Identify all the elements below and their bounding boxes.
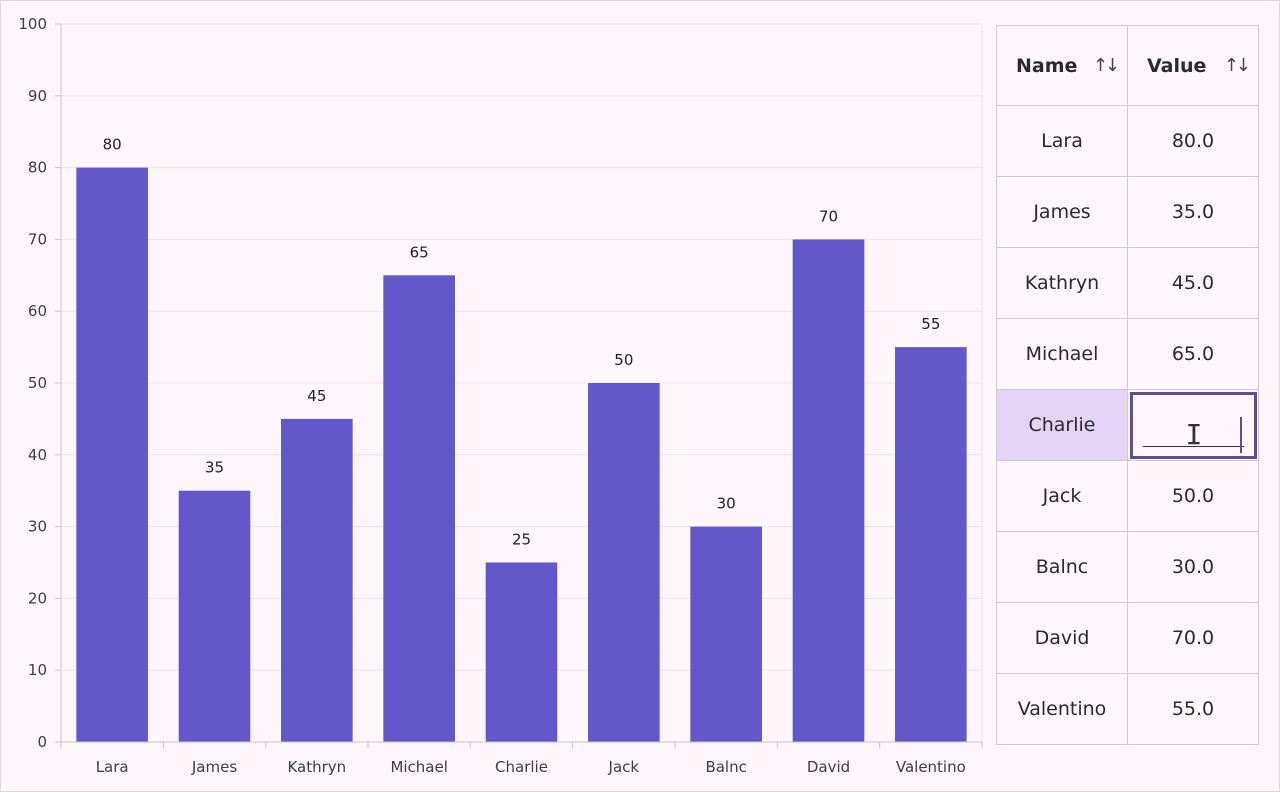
value-edit-input[interactable]: I [1130,392,1257,459]
value-cell[interactable]: 35.0 [1127,176,1259,248]
bar[interactable] [690,526,762,742]
x-tick-label: Michael [390,758,447,776]
x-tick-label: Charlie [495,758,548,776]
data-label: 35 [205,459,224,477]
data-label: 25 [512,531,531,549]
data-label: 55 [921,315,940,333]
x-tick-label: Kathryn [287,758,346,776]
x-tick-label: James [191,758,237,776]
name-cell[interactable]: Balnc [996,531,1128,603]
value-cell[interactable]: 70.0 [1127,602,1259,674]
data-label: 50 [614,351,633,369]
table-row[interactable]: James 35.0 [996,176,1259,248]
x-tick-label: Balnc [705,758,746,776]
value-cell[interactable]: 50.0 [1127,460,1259,532]
table-row[interactable]: Kathryn 45.0 [996,247,1259,319]
bar[interactable] [76,167,148,743]
edit-underline [1143,446,1244,447]
y-tick-label: 20 [28,589,47,607]
text-cursor-icon: I [1185,418,1203,451]
data-label: 30 [717,495,736,513]
table-row[interactable]: Valentino 55.0 [996,673,1259,745]
x-tick-label: Lara [96,758,129,776]
y-tick-label: 40 [28,446,47,464]
sort-arrows-icon[interactable]: ↑↓ [1223,55,1251,76]
value-cell[interactable]: 65.0 [1127,318,1259,390]
name-cell[interactable]: David [996,602,1128,674]
y-tick-label: 70 [28,230,47,248]
bar-chart: 0 10 20 30 40 50 60 70 80 90 100 80 35 45 65 25 50 30 70 5… [18,15,983,776]
y-tick-label: 10 [28,661,47,679]
name-cell[interactable]: Lara [996,105,1128,177]
name-cell[interactable]: Valentino [996,673,1128,745]
y-tick-label: 80 [28,159,47,177]
y-tick-label: 30 [28,518,47,536]
bar[interactable] [895,347,967,742]
table-row-selected[interactable]: Charlie I [996,389,1259,461]
y-tick-label: 50 [28,374,47,392]
sort-arrows-icon[interactable]: ↑↓ [1092,55,1120,76]
y-tick-label: 60 [28,302,47,320]
bar[interactable] [792,239,865,742]
x-axis-ticks: Lara James Kathryn Michael Charlie Jack Balnc D… [60,742,983,776]
bar[interactable] [383,275,455,742]
bars [76,167,967,743]
bar[interactable] [281,418,353,742]
bar[interactable] [178,490,251,742]
y-tick-label: 100 [18,15,47,33]
column-header-label: Value [1147,54,1207,77]
data-grid[interactable]: Name ↑↓ Value ↑↓ Lara 80.0 James 35.0 Ka… [996,25,1259,745]
value-cell[interactable]: 80.0 [1127,105,1259,177]
x-tick-label: Valentino [896,758,966,776]
table-row[interactable]: Jack 50.0 [996,460,1259,532]
data-label: 65 [410,243,429,261]
y-tick-label: 90 [28,87,47,105]
name-cell[interactable]: James [996,176,1128,248]
data-label: 45 [307,387,326,405]
column-header-name[interactable]: Name ↑↓ [996,25,1128,106]
column-header-value[interactable]: Value ↑↓ [1127,25,1259,106]
bar[interactable] [485,562,558,743]
value-cell[interactable]: 55.0 [1127,673,1259,745]
data-labels: 80 35 45 65 25 50 30 70 55 [103,136,941,549]
table-row[interactable]: Balnc 30.0 [996,531,1259,603]
value-cell[interactable]: 45.0 [1127,247,1259,319]
x-tick-label: Jack [608,758,640,776]
y-axis-ticks: 0 10 20 30 40 50 60 70 80 90 100 [18,15,61,751]
bar[interactable] [588,383,660,742]
value-cell[interactable]: 30.0 [1127,531,1259,603]
y-tick-label: 0 [37,733,47,751]
text-caret [1240,417,1242,453]
name-cell[interactable]: Kathryn [996,247,1128,319]
column-header-label: Name [1016,54,1078,77]
data-label: 80 [103,136,122,154]
header-row: Name ↑↓ Value ↑↓ [996,25,1259,106]
name-cell[interactable]: Michael [996,318,1128,390]
table-row[interactable]: Lara 80.0 [996,105,1259,177]
data-label: 70 [819,207,838,225]
name-cell[interactable]: Charlie [996,389,1128,461]
name-cell[interactable]: Jack [996,460,1128,532]
table-row[interactable]: Michael 65.0 [996,318,1259,390]
value-cell-editing[interactable]: I [1127,389,1259,461]
table-row[interactable]: David 70.0 [996,602,1259,674]
x-tick-label: David [807,758,850,776]
